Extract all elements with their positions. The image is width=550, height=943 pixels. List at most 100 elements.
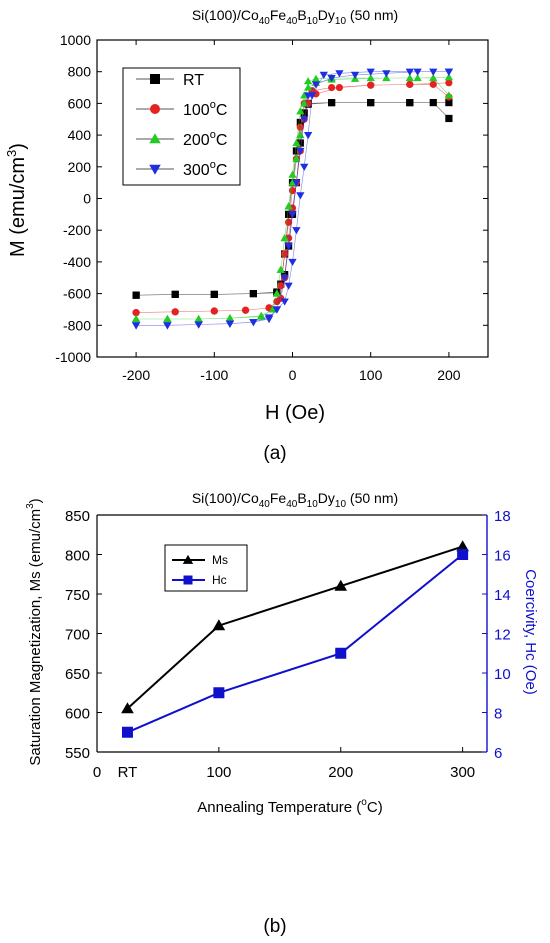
- data-point-rt: [284, 210, 293, 218]
- data-point-200c: [268, 305, 278, 313]
- series-hc-line: [127, 553, 464, 734]
- data-point-200c: [366, 73, 375, 82]
- left-y-tick-label: 700: [65, 627, 90, 644]
- data-point-300c: [292, 227, 301, 235]
- panel-b-title: Si(100)/Co40Fe40B10Dy10 (50 nm): [192, 490, 398, 510]
- x-tick-label: 100: [359, 367, 383, 383]
- panel-b-data-series: [121, 540, 469, 738]
- panel-a-legend: RT 100oC 200oC 300oC: [122, 67, 241, 186]
- y-tick-label: 600: [68, 95, 92, 111]
- data-point-100c: [210, 307, 218, 315]
- y-tick-label: 800: [68, 64, 92, 80]
- panel-b-legend-markers: [172, 554, 205, 585]
- data-point-300c: [284, 282, 293, 290]
- left-y-tick-label: 750: [65, 587, 90, 604]
- panel-b-x-axis-label: Annealing Temperature (oC): [197, 797, 382, 816]
- data-point-300c: [225, 320, 235, 328]
- data-point-rt: [300, 109, 308, 117]
- data-point-100c: [241, 306, 250, 314]
- right-y-tick-label: 16: [494, 548, 511, 565]
- data-point-200c: [300, 91, 309, 99]
- data-point-hc: [335, 647, 347, 659]
- data-point-200c: [288, 178, 297, 186]
- data-point-rt: [429, 99, 437, 107]
- data-point-300c: [288, 211, 297, 219]
- data-point-hc: [457, 549, 469, 560]
- left-y-tick-label: 800: [65, 548, 90, 565]
- data-point-300c: [280, 274, 289, 282]
- data-point-rt: [292, 147, 301, 155]
- panel-a-legend-markers: [136, 74, 174, 175]
- data-point-300c: [163, 322, 172, 330]
- data-point-200c: [131, 314, 141, 323]
- data-point-rt: [171, 290, 179, 298]
- data-point-100c: [171, 308, 179, 316]
- data-point-300c: [304, 92, 313, 100]
- series-300c-loop-line: [136, 71, 449, 326]
- panel-a-legend-box: [122, 67, 241, 186]
- right-y-tick-label: 8: [494, 706, 502, 723]
- legend-marker-100c: [150, 104, 160, 114]
- data-point-300c: [284, 242, 293, 251]
- data-point-ms: [212, 619, 226, 631]
- panel-b-left-axis-label: Saturation Magnetization, Ms (emu/cm3): [25, 498, 44, 765]
- legend-marker-200c: [149, 133, 161, 144]
- data-point-200c: [444, 73, 454, 81]
- y-tick-label: 400: [68, 127, 92, 143]
- x-tick-label: 200: [437, 367, 461, 383]
- data-point-300c: [335, 70, 344, 78]
- data-point-200c: [292, 138, 301, 147]
- data-point-200c: [405, 73, 414, 82]
- x-tick-label: -200: [122, 367, 150, 383]
- x-tick-label: 100: [206, 764, 231, 781]
- y-tick-label: -400: [63, 254, 91, 270]
- panel-b-legend: Ms Hc: [164, 544, 248, 592]
- y-tick-label: -1000: [55, 349, 91, 365]
- legend-marker-hc: [183, 575, 193, 585]
- panel-a-hysteresis-chart: Si(100)/Co40Fe40B10Dy10 (50 nm) 10008006…: [4, 7, 489, 464]
- data-point-100c: [429, 80, 437, 88]
- data-point-200c: [194, 314, 203, 323]
- data-point-300c: [350, 71, 360, 80]
- legend-label-hc: Hc: [212, 573, 227, 587]
- left-y-tick-label: 600: [65, 706, 90, 723]
- y-tick-label: 1000: [60, 32, 91, 48]
- panel-a-caption: (a): [263, 443, 286, 464]
- data-point-200c: [311, 74, 321, 82]
- x-tick-label: 200: [328, 764, 353, 781]
- series-ms-line: [126, 545, 463, 710]
- legend-marker-ms: [182, 554, 194, 564]
- panel-a-x-axis-label: H (Oe): [265, 402, 325, 424]
- right-y-tick-label: 12: [494, 627, 511, 644]
- legend-label-100c: 100oC: [183, 99, 227, 119]
- x-tick-label: 0: [93, 764, 101, 781]
- data-point-200c: [292, 154, 301, 162]
- data-point-hc: [121, 726, 133, 738]
- right-y-tick-label: 6: [494, 745, 502, 762]
- data-point-rt: [296, 118, 304, 127]
- y-tick-label: -600: [63, 286, 91, 302]
- data-point-200c: [225, 314, 235, 322]
- data-point-200c: [304, 77, 313, 85]
- data-point-rt: [249, 290, 257, 298]
- data-point-300c: [296, 147, 305, 156]
- legend-label-300c: 300oC: [183, 159, 227, 179]
- data-point-200c: [163, 314, 172, 323]
- y-tick-label: 0: [83, 191, 91, 207]
- series-hc: [121, 549, 469, 738]
- data-point-300c: [444, 68, 454, 76]
- data-point-200c: [276, 265, 285, 273]
- data-point-200c: [257, 312, 266, 320]
- data-point-300c: [296, 192, 305, 200]
- data-point-300c: [131, 322, 141, 330]
- data-point-rt: [367, 99, 375, 107]
- data-point-300c: [300, 116, 309, 124]
- data-point-rt: [445, 99, 453, 107]
- y-tick-label: -800: [63, 317, 91, 333]
- data-point-300c: [429, 68, 438, 76]
- data-point-100c: [445, 79, 453, 87]
- legend-label-ms: Ms: [212, 553, 228, 567]
- panel-a-title: Si(100)/Co40Fe40B10Dy10 (50 nm): [192, 7, 398, 27]
- data-point-300c: [249, 319, 258, 327]
- data-point-300c: [194, 321, 203, 329]
